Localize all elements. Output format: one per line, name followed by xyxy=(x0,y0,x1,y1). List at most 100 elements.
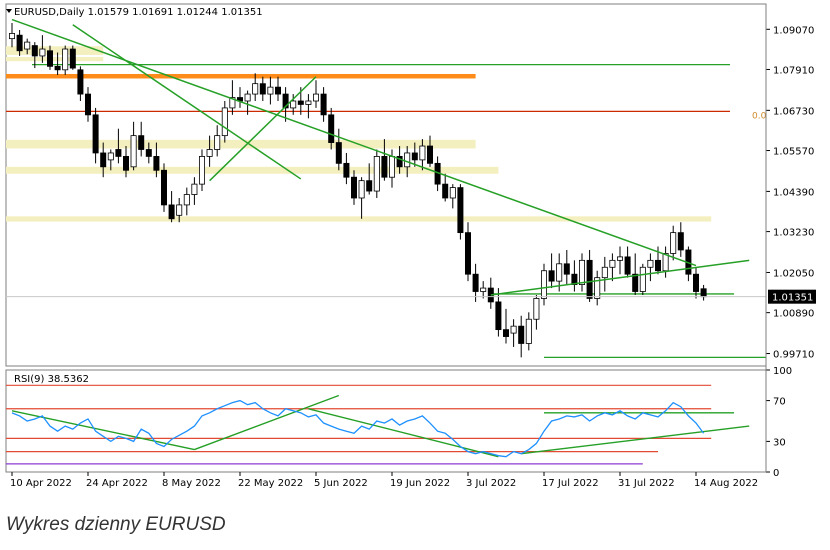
rsi-trendline xyxy=(308,408,499,458)
fib-label: 0.0 xyxy=(752,111,767,121)
candle-body xyxy=(601,266,608,279)
price-tick-label: 1.02050 xyxy=(773,268,814,279)
price-panel: 0.0 xyxy=(5,3,767,367)
candle-body xyxy=(510,325,517,334)
candle-body xyxy=(176,204,183,216)
candle-body xyxy=(297,100,304,105)
time-tick-label: 10 Apr 2022 xyxy=(10,478,72,489)
candle-body xyxy=(54,65,61,71)
price-tick-label: 1.03230 xyxy=(773,228,814,239)
candle-body xyxy=(282,93,289,109)
time-tick-label: 31 Jul 2022 xyxy=(618,478,675,489)
candle-body xyxy=(480,287,487,292)
candle-body xyxy=(586,259,593,299)
support-resistance-zone xyxy=(6,139,476,149)
time-tick-label: 5 Jun 2022 xyxy=(314,478,368,489)
candle-body xyxy=(198,156,205,185)
candle-body xyxy=(350,176,357,199)
candle-body xyxy=(594,277,601,299)
candle-body xyxy=(449,187,456,199)
candle-body xyxy=(290,100,297,109)
candle-body xyxy=(8,33,15,40)
candle-body xyxy=(92,114,99,154)
candle-body xyxy=(563,263,570,275)
candle-body xyxy=(525,318,532,344)
candle-body xyxy=(388,156,395,178)
candle-body xyxy=(411,152,418,161)
candle-body xyxy=(464,232,471,275)
candle-body xyxy=(24,41,31,50)
candle-body xyxy=(396,156,403,168)
candle-body xyxy=(358,180,365,199)
candle-body xyxy=(221,107,228,137)
time-tick-label: 19 Jun 2022 xyxy=(390,478,450,489)
candle-body xyxy=(533,298,540,320)
candle-body xyxy=(191,183,198,195)
candle-body xyxy=(472,273,479,292)
chart-title: EURUSD,Daily 1.01579 1.01691 1.01244 1.0… xyxy=(14,7,263,18)
candle-body xyxy=(381,156,388,178)
candle-body xyxy=(259,83,266,95)
trendline xyxy=(490,259,750,296)
rsi-trendline xyxy=(194,394,340,451)
time-tick-label: 8 May 2022 xyxy=(162,478,221,489)
candle-body xyxy=(373,156,380,192)
rsi-tick-label: 30 xyxy=(773,437,786,448)
candle-body xyxy=(77,69,84,95)
candle-body xyxy=(16,34,23,52)
candle-body xyxy=(85,93,92,116)
candle-body xyxy=(335,142,342,164)
time-tick-label: 24 Apr 2022 xyxy=(86,478,148,489)
candle-body xyxy=(31,45,38,57)
rsi-trendline xyxy=(11,410,195,451)
candle-body xyxy=(47,50,54,67)
candle-body xyxy=(206,149,213,157)
price-tick-label: 1.07910 xyxy=(773,65,814,76)
candle-body xyxy=(305,100,312,105)
support-resistance-zone xyxy=(6,57,104,62)
candle-body xyxy=(320,93,327,116)
candle-body xyxy=(632,273,639,292)
candle-body xyxy=(39,48,46,57)
candle-body xyxy=(655,259,662,272)
candle-body xyxy=(252,83,259,95)
candle-body xyxy=(404,152,411,168)
dropdown-icon xyxy=(6,9,12,13)
rsi-tick-label: 100 xyxy=(773,366,792,377)
candle-body xyxy=(541,270,548,299)
time-tick-label: 3 Jul 2022 xyxy=(466,478,516,489)
price-tick-label: 1.09070 xyxy=(773,25,814,36)
candle-body xyxy=(100,152,107,168)
candle-body xyxy=(442,183,449,199)
candle-body xyxy=(123,156,130,171)
candle-body xyxy=(518,325,525,344)
candle-body xyxy=(160,169,167,206)
candle-body xyxy=(153,156,160,171)
price-tick-label: 0.99710 xyxy=(773,350,814,361)
support-resistance-zone xyxy=(6,46,104,55)
candle-body xyxy=(214,135,221,150)
price-tick-label: 1.05570 xyxy=(773,147,814,158)
candle-body xyxy=(274,86,281,95)
candle-body xyxy=(115,149,122,157)
candle-body xyxy=(183,194,190,206)
rsi-label: RSI(9) 38.5362 xyxy=(14,374,89,385)
candle-body xyxy=(556,263,563,282)
candle-body xyxy=(145,149,152,157)
axes: 1.01351 1.09070 1.07910 1.06730 1.05570 1.043… xyxy=(6,4,816,489)
last-price-tag xyxy=(768,289,816,304)
support-resistance-zone xyxy=(6,216,712,222)
support-resistance-zone xyxy=(6,73,476,79)
rsi-panel xyxy=(5,369,767,473)
candle-body xyxy=(426,145,433,164)
candle-body xyxy=(700,288,707,298)
candle-body xyxy=(609,259,616,268)
candle-body xyxy=(639,266,646,292)
candle-body xyxy=(138,135,145,150)
price-tick-label: 1.00890 xyxy=(773,309,814,320)
rsi-tick-label: 0 xyxy=(773,468,779,479)
candle-body xyxy=(419,145,426,161)
candle-body xyxy=(548,270,555,282)
candle-body xyxy=(69,48,76,69)
candle-body xyxy=(312,93,319,102)
